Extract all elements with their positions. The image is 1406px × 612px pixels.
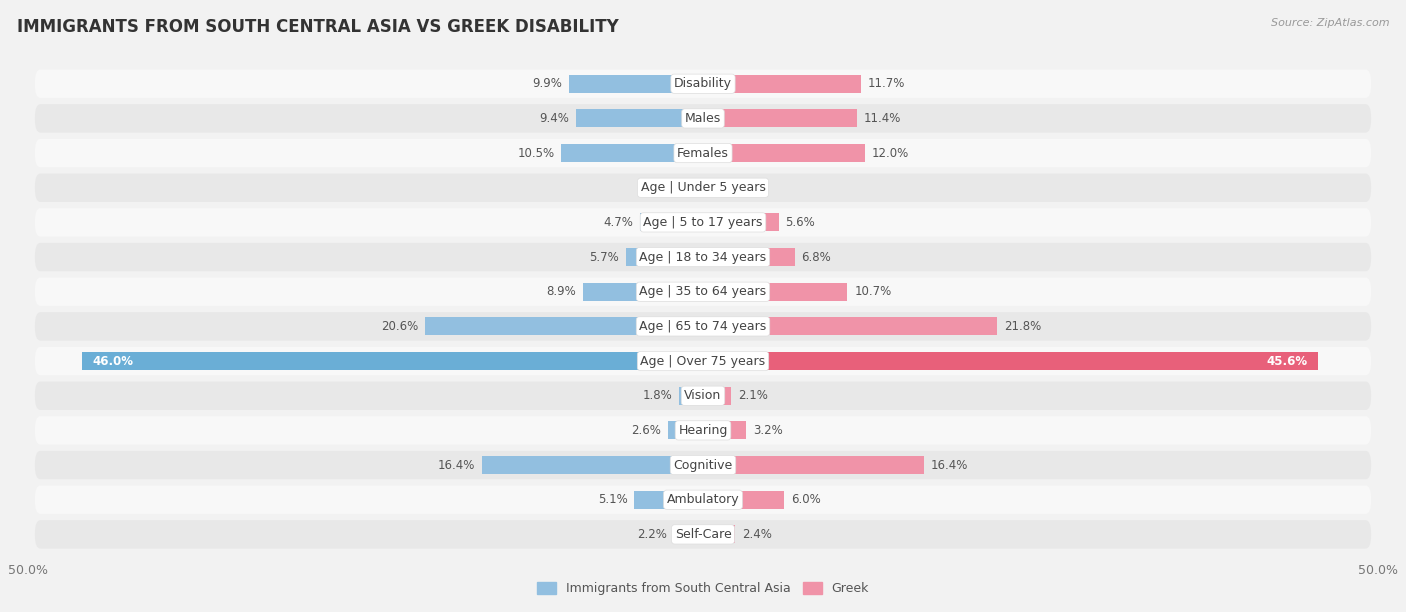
Bar bbox=[703, 75, 860, 93]
Text: 9.4%: 9.4% bbox=[540, 112, 569, 125]
Bar bbox=[703, 352, 1319, 370]
Text: IMMIGRANTS FROM SOUTH CENTRAL ASIA VS GREEK DISABILITY: IMMIGRANTS FROM SOUTH CENTRAL ASIA VS GR… bbox=[17, 18, 619, 36]
Bar bbox=[482, 456, 703, 474]
FancyBboxPatch shape bbox=[35, 451, 1371, 479]
FancyBboxPatch shape bbox=[35, 174, 1371, 202]
FancyBboxPatch shape bbox=[35, 347, 1371, 375]
Bar bbox=[640, 214, 703, 231]
Text: 11.7%: 11.7% bbox=[868, 77, 905, 90]
Text: 16.4%: 16.4% bbox=[437, 458, 475, 472]
Bar bbox=[82, 352, 703, 370]
Text: Vision: Vision bbox=[685, 389, 721, 402]
FancyBboxPatch shape bbox=[35, 485, 1371, 514]
Text: 4.7%: 4.7% bbox=[603, 216, 633, 229]
Text: 11.4%: 11.4% bbox=[863, 112, 901, 125]
Text: Self-Care: Self-Care bbox=[675, 528, 731, 541]
Text: 3.2%: 3.2% bbox=[754, 424, 783, 437]
Text: 45.6%: 45.6% bbox=[1267, 354, 1308, 368]
Text: 1.0%: 1.0% bbox=[652, 181, 683, 194]
Bar bbox=[569, 75, 703, 93]
Text: Age | 65 to 74 years: Age | 65 to 74 years bbox=[640, 320, 766, 333]
Text: Source: ZipAtlas.com: Source: ZipAtlas.com bbox=[1271, 18, 1389, 28]
FancyBboxPatch shape bbox=[35, 416, 1371, 444]
Text: Females: Females bbox=[678, 146, 728, 160]
Bar bbox=[679, 387, 703, 405]
FancyBboxPatch shape bbox=[35, 277, 1371, 306]
Bar bbox=[703, 387, 731, 405]
Bar bbox=[634, 491, 703, 509]
FancyBboxPatch shape bbox=[35, 208, 1371, 237]
Text: 2.1%: 2.1% bbox=[738, 389, 768, 402]
Bar bbox=[673, 525, 703, 543]
Text: Cognitive: Cognitive bbox=[673, 458, 733, 472]
Bar bbox=[703, 248, 794, 266]
Text: 2.4%: 2.4% bbox=[742, 528, 772, 541]
Bar bbox=[703, 422, 747, 439]
FancyBboxPatch shape bbox=[35, 520, 1371, 548]
Text: 5.1%: 5.1% bbox=[598, 493, 627, 506]
Text: Age | 5 to 17 years: Age | 5 to 17 years bbox=[644, 216, 762, 229]
FancyBboxPatch shape bbox=[35, 104, 1371, 133]
Text: 6.8%: 6.8% bbox=[801, 250, 831, 264]
Bar bbox=[703, 110, 856, 127]
Bar bbox=[689, 179, 703, 196]
Text: Ambulatory: Ambulatory bbox=[666, 493, 740, 506]
Text: 1.8%: 1.8% bbox=[643, 389, 672, 402]
Legend: Immigrants from South Central Asia, Greek: Immigrants from South Central Asia, Gree… bbox=[531, 577, 875, 600]
Text: 12.0%: 12.0% bbox=[872, 146, 908, 160]
Bar bbox=[703, 179, 723, 196]
Bar bbox=[425, 318, 703, 335]
Text: Age | Under 5 years: Age | Under 5 years bbox=[641, 181, 765, 194]
Text: 2.6%: 2.6% bbox=[631, 424, 661, 437]
FancyBboxPatch shape bbox=[35, 243, 1371, 271]
Text: 5.7%: 5.7% bbox=[589, 250, 619, 264]
FancyBboxPatch shape bbox=[35, 312, 1371, 341]
Bar bbox=[561, 144, 703, 162]
Text: 10.7%: 10.7% bbox=[855, 285, 891, 298]
Text: 10.5%: 10.5% bbox=[517, 146, 554, 160]
Text: Disability: Disability bbox=[673, 77, 733, 90]
FancyBboxPatch shape bbox=[35, 381, 1371, 410]
Text: Age | 35 to 64 years: Age | 35 to 64 years bbox=[640, 285, 766, 298]
Text: 1.5%: 1.5% bbox=[730, 181, 759, 194]
Bar bbox=[668, 422, 703, 439]
Text: 16.4%: 16.4% bbox=[931, 458, 969, 472]
Bar bbox=[703, 491, 785, 509]
Bar bbox=[703, 456, 924, 474]
Text: 21.8%: 21.8% bbox=[1004, 320, 1042, 333]
Text: 5.6%: 5.6% bbox=[786, 216, 815, 229]
Text: Age | 18 to 34 years: Age | 18 to 34 years bbox=[640, 250, 766, 264]
Bar bbox=[703, 283, 848, 300]
Text: 46.0%: 46.0% bbox=[93, 354, 134, 368]
Bar bbox=[703, 318, 997, 335]
Text: 20.6%: 20.6% bbox=[381, 320, 418, 333]
Bar bbox=[703, 525, 735, 543]
Text: Age | Over 75 years: Age | Over 75 years bbox=[641, 354, 765, 368]
FancyBboxPatch shape bbox=[35, 139, 1371, 167]
Text: 6.0%: 6.0% bbox=[790, 493, 821, 506]
FancyBboxPatch shape bbox=[35, 70, 1371, 98]
Text: Hearing: Hearing bbox=[678, 424, 728, 437]
Bar bbox=[576, 110, 703, 127]
Text: Males: Males bbox=[685, 112, 721, 125]
Bar bbox=[703, 214, 779, 231]
Text: 9.9%: 9.9% bbox=[533, 77, 562, 90]
Text: 2.2%: 2.2% bbox=[637, 528, 666, 541]
Text: 8.9%: 8.9% bbox=[547, 285, 576, 298]
Bar bbox=[626, 248, 703, 266]
Bar bbox=[583, 283, 703, 300]
Bar bbox=[703, 144, 865, 162]
